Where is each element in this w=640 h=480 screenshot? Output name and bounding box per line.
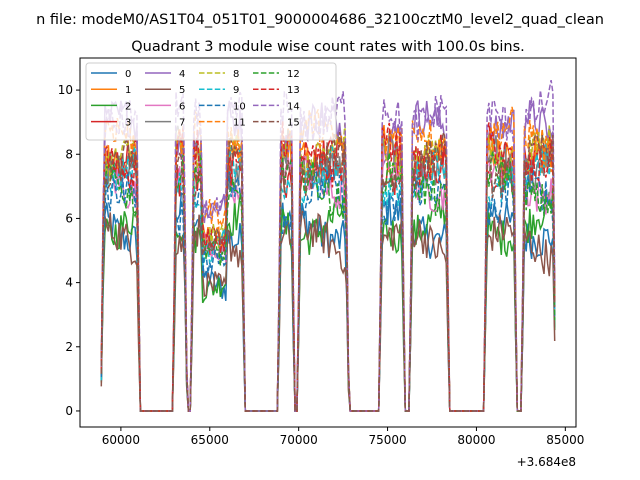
y-tick-label: 8 bbox=[65, 147, 73, 161]
legend-label-2: 2 bbox=[125, 101, 131, 112]
legend-label-10: 10 bbox=[233, 101, 246, 112]
legend-label-6: 6 bbox=[179, 101, 185, 112]
legend-label-13: 13 bbox=[287, 85, 300, 96]
x-tick-label: 60000 bbox=[102, 433, 140, 447]
x-axis: 60000 65000 70000 75000 80000 85000 bbox=[102, 427, 584, 447]
y-tick-label: 4 bbox=[65, 276, 73, 290]
y-tick-label: 6 bbox=[65, 211, 73, 225]
x-tick-label: 70000 bbox=[280, 433, 318, 447]
y-tick-label: 0 bbox=[65, 404, 73, 418]
y-tick-label: 2 bbox=[65, 340, 73, 354]
figure-suptitle: n file: modeM0/AS1T04_051T01_9000004686_… bbox=[36, 12, 604, 28]
chart-title: Quadrant 3 module wise count rates with … bbox=[131, 39, 525, 55]
legend-label-15: 15 bbox=[287, 118, 300, 129]
legend-box bbox=[85, 62, 337, 141]
legend-label-3: 3 bbox=[125, 118, 131, 129]
legend-label-7: 7 bbox=[179, 118, 185, 129]
legend-label-12: 12 bbox=[287, 69, 300, 80]
legend-label-5: 5 bbox=[179, 85, 185, 96]
legend-label-0: 0 bbox=[125, 69, 131, 80]
legend-label-11: 11 bbox=[233, 118, 246, 129]
series-line-13 bbox=[100, 120, 556, 412]
x-tick-label: 75000 bbox=[368, 433, 406, 447]
legend-label-8: 8 bbox=[233, 69, 239, 80]
y-tick-label: 10 bbox=[58, 83, 73, 97]
legend-label-1: 1 bbox=[125, 85, 131, 96]
x-tick-label: 85000 bbox=[546, 433, 584, 447]
legend-label-4: 4 bbox=[179, 69, 185, 80]
x-tick-label: 80000 bbox=[457, 433, 495, 447]
y-axis: 0 2 4 6 8 10 bbox=[58, 83, 80, 418]
legend-label-14: 14 bbox=[287, 101, 300, 112]
x-tick-label: 65000 bbox=[191, 433, 229, 447]
x-axis-offset-label: +3.684e8 bbox=[517, 455, 576, 469]
series-line-15 bbox=[100, 130, 556, 412]
plot-frame bbox=[79, 57, 577, 428]
legend-label-9: 9 bbox=[233, 85, 239, 96]
